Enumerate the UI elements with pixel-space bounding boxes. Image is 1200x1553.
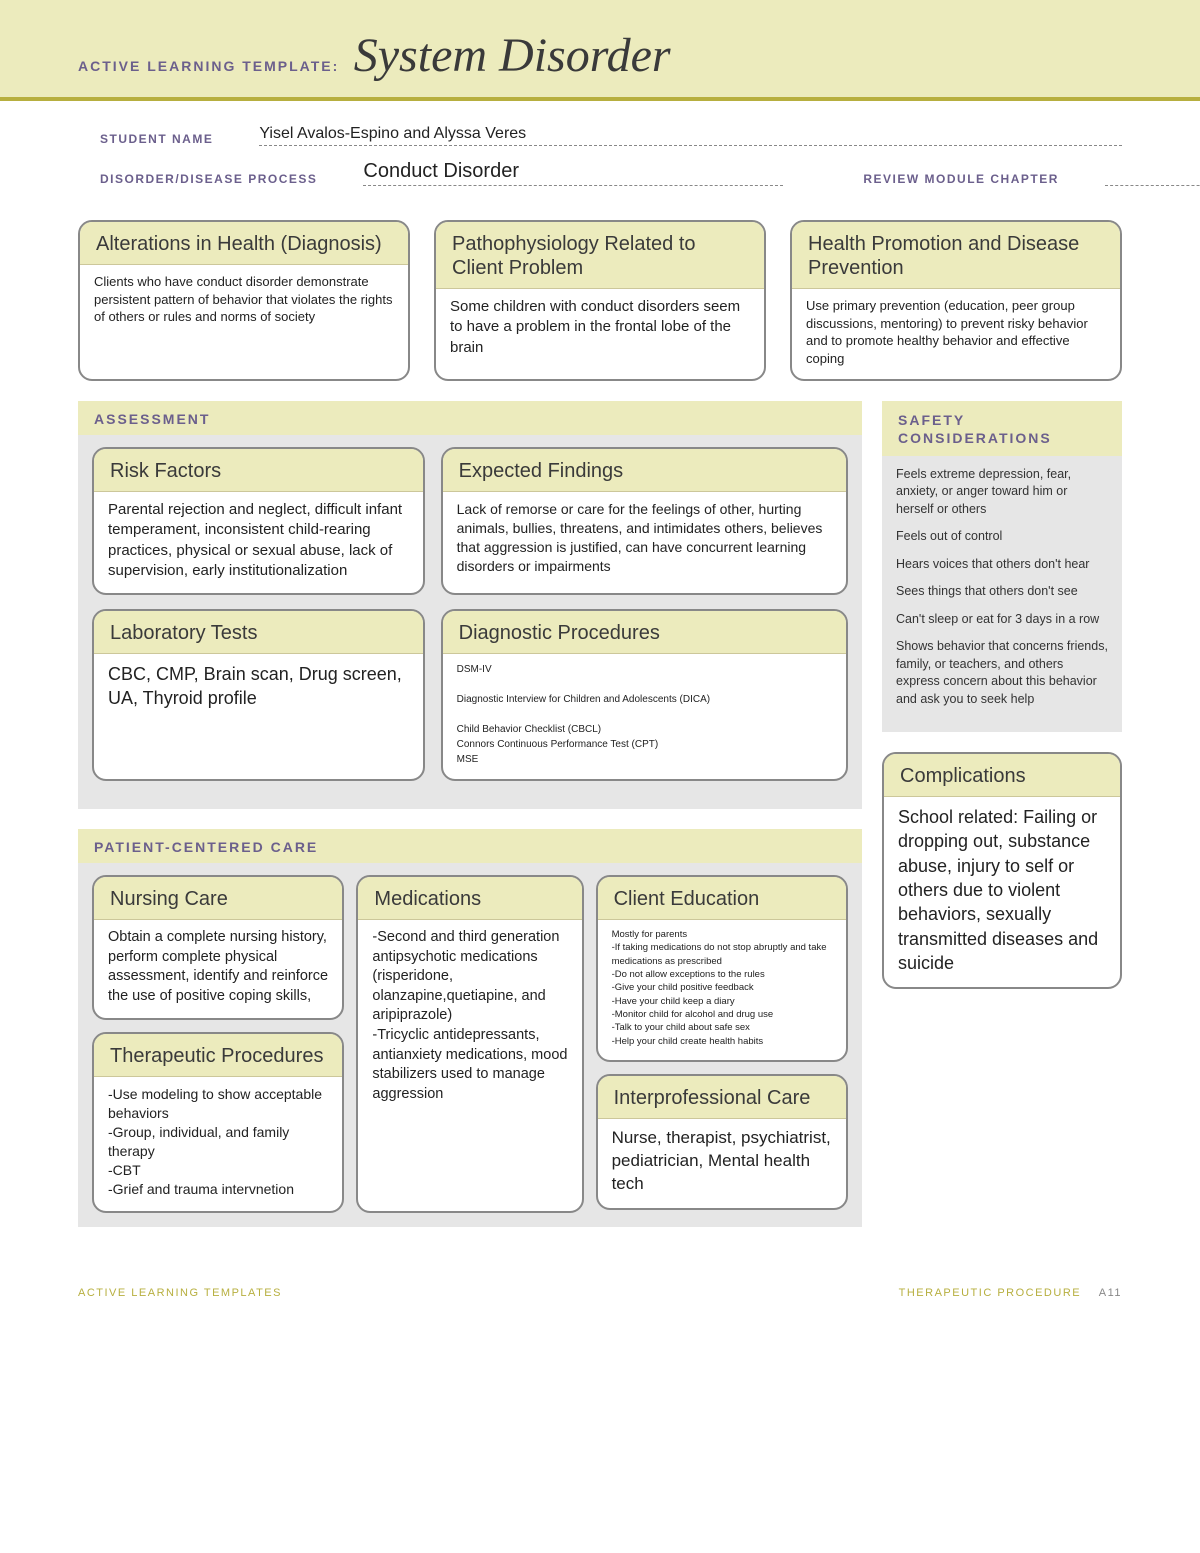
card-patho-title: Pathophysiology Related to Client Proble… (436, 222, 764, 289)
card-risk: Risk Factors Parental rejection and negl… (92, 447, 425, 595)
mid-wrap: ASSESSMENT Risk Factors Parental rejecti… (78, 401, 1122, 1247)
card-health-promo: Health Promotion and Disease Prevention … (790, 220, 1122, 381)
footer: ACTIVE LEARNING TEMPLATES THERAPEUTIC PR… (0, 1247, 1200, 1299)
card-interprofessional-title: Interprofessional Care (598, 1076, 846, 1119)
card-lab: Laboratory Tests CBC, CMP, Brain scan, D… (92, 609, 425, 781)
safety-body: Feels extreme depression, fear, anxiety,… (882, 456, 1122, 733)
card-complications-body: School related: Failing or dropping out,… (884, 797, 1120, 987)
card-diag-body: DSM-IV Diagnostic Interview for Children… (443, 654, 846, 779)
card-expected: Expected Findings Lack of remorse or car… (441, 447, 848, 595)
card-client-ed-body: Mostly for parents -If taking medication… (598, 920, 846, 1060)
safety-panel: SAFETY CONSIDERATIONS Feels extreme depr… (882, 401, 1122, 732)
student-name-value: Yisel Avalos-Espino and Alyssa Veres (259, 125, 1122, 146)
meta-row-student: STUDENT NAME Yisel Avalos-Espino and Aly… (100, 125, 1122, 146)
footer-right-label: THERAPEUTIC PROCEDURE (899, 1287, 1081, 1299)
care-heading: PATIENT-CENTERED CARE (78, 829, 862, 863)
card-medications-body: -Second and third generation antipsychot… (358, 920, 581, 1116)
safety-item: Feels out of control (896, 528, 1108, 546)
banner-prefix: ACTIVE LEARNING TEMPLATE: (78, 58, 339, 74)
card-diag-title: Diagnostic Procedures (443, 611, 846, 654)
card-alterations: Alterations in Health (Diagnosis) Client… (78, 220, 410, 381)
safety-item: Hears voices that others don't hear (896, 556, 1108, 574)
footer-right: THERAPEUTIC PROCEDURE A11 (899, 1287, 1122, 1299)
care-panel: PATIENT-CENTERED CARE Nursing Care Obtai… (78, 829, 862, 1227)
safety-item: Shows behavior that concerns friends, fa… (896, 638, 1108, 708)
card-alterations-title: Alterations in Health (Diagnosis) (80, 222, 408, 265)
footer-right-code: A11 (1099, 1287, 1122, 1299)
card-lab-title: Laboratory Tests (94, 611, 423, 654)
top-row: Alterations in Health (Diagnosis) Client… (78, 220, 1122, 381)
safety-heading: SAFETY CONSIDERATIONS (882, 401, 1122, 455)
student-name-label: STUDENT NAME (100, 132, 213, 146)
assessment-row1: Risk Factors Parental rejection and negl… (92, 447, 848, 595)
meta-block: STUDENT NAME Yisel Avalos-Espino and Aly… (0, 101, 1200, 210)
card-expected-body: Lack of remorse or care for the feelings… (443, 492, 846, 588)
meta-row-disorder: DISORDER/DISEASE PROCESS Conduct Disorde… (100, 160, 1122, 186)
card-alterations-body: Clients who have conduct disorder demons… (80, 265, 408, 338)
card-therapeutic: Therapeutic Procedures -Use modeling to … (92, 1032, 344, 1212)
card-risk-title: Risk Factors (94, 449, 423, 492)
assessment-body: Risk Factors Parental rejection and negl… (78, 435, 862, 781)
care-col-3: Client Education Mostly for parents -If … (596, 875, 848, 1213)
assessment-heading: ASSESSMENT (78, 401, 862, 435)
card-patho-body: Some children with conduct disorders see… (436, 289, 764, 370)
card-complications: Complications School related: Failing or… (882, 752, 1122, 989)
care-wrap: Nursing Care Obtain a complete nursing h… (92, 875, 848, 1213)
content: Alterations in Health (Diagnosis) Client… (0, 210, 1200, 1247)
card-patho: Pathophysiology Related to Client Proble… (434, 220, 766, 381)
card-interprofessional: Interprofessional Care Nurse, therapist,… (596, 1074, 848, 1210)
left-main: ASSESSMENT Risk Factors Parental rejecti… (78, 401, 862, 1247)
banner: ACTIVE LEARNING TEMPLATE: System Disorde… (0, 0, 1200, 101)
care-body: Nursing Care Obtain a complete nursing h… (78, 863, 862, 1213)
footer-left: ACTIVE LEARNING TEMPLATES (78, 1287, 282, 1299)
disorder-label: DISORDER/DISEASE PROCESS (100, 172, 317, 186)
assessment-row2: Laboratory Tests CBC, CMP, Brain scan, D… (92, 609, 848, 781)
card-client-ed: Client Education Mostly for parents -If … (596, 875, 848, 1062)
care-col-1: Nursing Care Obtain a complete nursing h… (92, 875, 344, 1213)
safety-item: Feels extreme depression, fear, anxiety,… (896, 466, 1108, 519)
disorder-value: Conduct Disorder (363, 160, 783, 186)
card-health-promo-title: Health Promotion and Disease Prevention (792, 222, 1120, 289)
safety-item: Can't sleep or eat for 3 days in a row (896, 611, 1108, 629)
card-nursing-body: Obtain a complete nursing history, perfo… (94, 920, 342, 1018)
assessment-panel: ASSESSMENT Risk Factors Parental rejecti… (78, 401, 862, 809)
banner-title: System Disorder (354, 28, 671, 83)
card-therapeutic-title: Therapeutic Procedures (94, 1034, 342, 1077)
right-side: SAFETY CONSIDERATIONS Feels extreme depr… (882, 401, 1122, 1247)
page: ACTIVE LEARNING TEMPLATE: System Disorde… (0, 0, 1200, 1339)
card-medications: Medications -Second and third generation… (356, 875, 583, 1213)
card-lab-body: CBC, CMP, Brain scan, Drug screen, UA, T… (94, 654, 423, 723)
card-nursing-title: Nursing Care (94, 877, 342, 920)
safety-item: Sees things that others don't see (896, 583, 1108, 601)
card-diag: Diagnostic Procedures DSM-IV Diagnostic … (441, 609, 848, 781)
card-risk-body: Parental rejection and neglect, difficul… (94, 492, 423, 593)
card-therapeutic-body: -Use modeling to show acceptable behavio… (94, 1077, 342, 1210)
card-interprofessional-body: Nurse, therapist, psychiatrist, pediatri… (598, 1119, 846, 1208)
card-expected-title: Expected Findings (443, 449, 846, 492)
card-nursing: Nursing Care Obtain a complete nursing h… (92, 875, 344, 1020)
review-label: REVIEW MODULE CHAPTER (863, 172, 1059, 186)
review-value (1105, 166, 1200, 186)
card-medications-title: Medications (358, 877, 581, 920)
card-health-promo-body: Use primary prevention (education, peer … (792, 289, 1120, 379)
card-complications-title: Complications (884, 754, 1120, 797)
care-col-2: Medications -Second and third generation… (356, 875, 583, 1213)
card-client-ed-title: Client Education (598, 877, 846, 920)
